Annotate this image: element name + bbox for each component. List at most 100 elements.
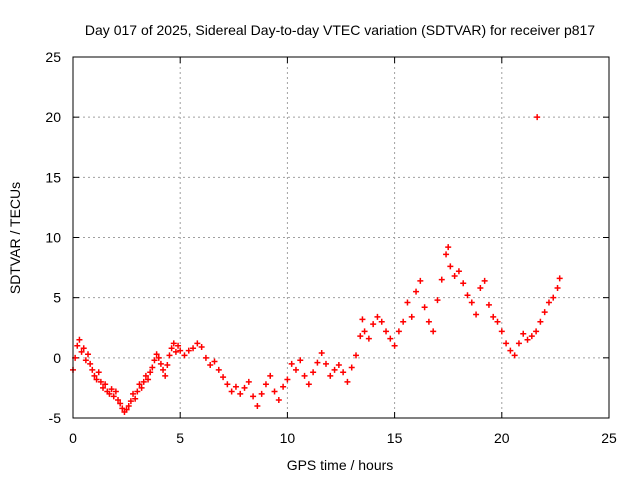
data-point (477, 285, 484, 292)
data-point (85, 351, 92, 358)
data-point (271, 388, 278, 395)
x-tick-label: 20 (494, 430, 510, 446)
data-point (241, 384, 248, 391)
data-point (82, 357, 89, 364)
data-point (528, 333, 535, 340)
data-point (155, 354, 162, 361)
data-point (438, 276, 445, 283)
data-point (142, 372, 149, 379)
data-point (140, 378, 147, 385)
data-point (288, 360, 295, 367)
data-point (168, 345, 175, 352)
data-point (331, 366, 338, 373)
data-point (78, 348, 85, 355)
data-point (473, 311, 480, 318)
data-point (215, 366, 222, 373)
data-point (164, 362, 171, 369)
data-point (136, 381, 143, 388)
data-point (275, 396, 282, 403)
data-point (110, 393, 117, 400)
data-point (301, 372, 308, 379)
data-point (541, 309, 548, 316)
data-point (554, 285, 561, 292)
data-point (361, 328, 368, 335)
data-point (177, 347, 184, 354)
data-point (322, 360, 329, 367)
data-point (408, 313, 415, 320)
data-point (481, 277, 488, 284)
data-point (464, 292, 471, 299)
data-point (520, 330, 527, 337)
data-point (421, 304, 428, 311)
data-point (348, 364, 355, 371)
data-point (353, 352, 360, 359)
data-point (194, 340, 201, 347)
data-point (359, 316, 366, 323)
data-point (391, 342, 398, 349)
data-point (447, 263, 454, 270)
data-point (175, 342, 182, 349)
data-point (374, 313, 381, 320)
data-point (430, 328, 437, 335)
data-point (237, 390, 244, 397)
data-point (232, 383, 239, 390)
data-point (314, 359, 321, 366)
data-point (537, 318, 544, 325)
data-point (280, 383, 287, 390)
data-point (262, 381, 269, 388)
y-tick-label: -5 (49, 410, 62, 426)
data-point (344, 378, 351, 385)
data-point (181, 352, 188, 359)
data-point (97, 378, 104, 385)
data-point (485, 301, 492, 308)
data-point (292, 366, 299, 373)
data-point (310, 369, 317, 376)
data-point (297, 357, 304, 364)
data-point (318, 350, 325, 357)
y-tick-label: 10 (45, 230, 61, 246)
data-point (443, 251, 450, 258)
data-point (425, 318, 432, 325)
data-point (160, 366, 167, 373)
data-point (87, 360, 94, 367)
x-tick-label: 0 (69, 430, 77, 446)
data-point (147, 369, 154, 376)
data-point (106, 390, 113, 397)
data-point (220, 374, 227, 381)
data-point (127, 398, 134, 405)
y-tick-label: 0 (53, 350, 61, 366)
data-point (95, 369, 102, 376)
data-point (228, 388, 235, 395)
data-point (445, 244, 452, 251)
axis-ticks: 0 5 10 15 20 25 -5 0 5 10 15 20 25 (45, 49, 617, 446)
data-point (357, 333, 364, 340)
x-tick-label: 10 (280, 430, 296, 446)
data-point (545, 299, 552, 306)
x-tick-label: 5 (176, 430, 184, 446)
data-point (335, 362, 342, 369)
data-point (134, 388, 141, 395)
data-point (395, 328, 402, 335)
x-tick-label: 25 (601, 430, 617, 446)
data-point (490, 313, 497, 320)
data-point (434, 297, 441, 304)
data-point (112, 388, 119, 395)
data-point (515, 340, 522, 347)
data-point (108, 386, 115, 393)
data-point (503, 340, 510, 347)
data-point (451, 273, 458, 280)
data-point (185, 347, 192, 354)
y-axis-label: SDTVAR / TECUs (7, 182, 23, 294)
chart-title: Day 017 of 2025, Sidereal Day-to-day VTE… (85, 22, 595, 38)
data-point (74, 342, 81, 349)
data-point (76, 336, 83, 343)
data-point (365, 335, 372, 342)
data-point (211, 358, 218, 365)
data-point (153, 351, 160, 358)
data-point (125, 402, 132, 409)
data-point (511, 352, 518, 359)
data-point (202, 354, 209, 361)
data-point (166, 352, 173, 359)
data-point (80, 345, 87, 352)
data-point (162, 372, 169, 379)
